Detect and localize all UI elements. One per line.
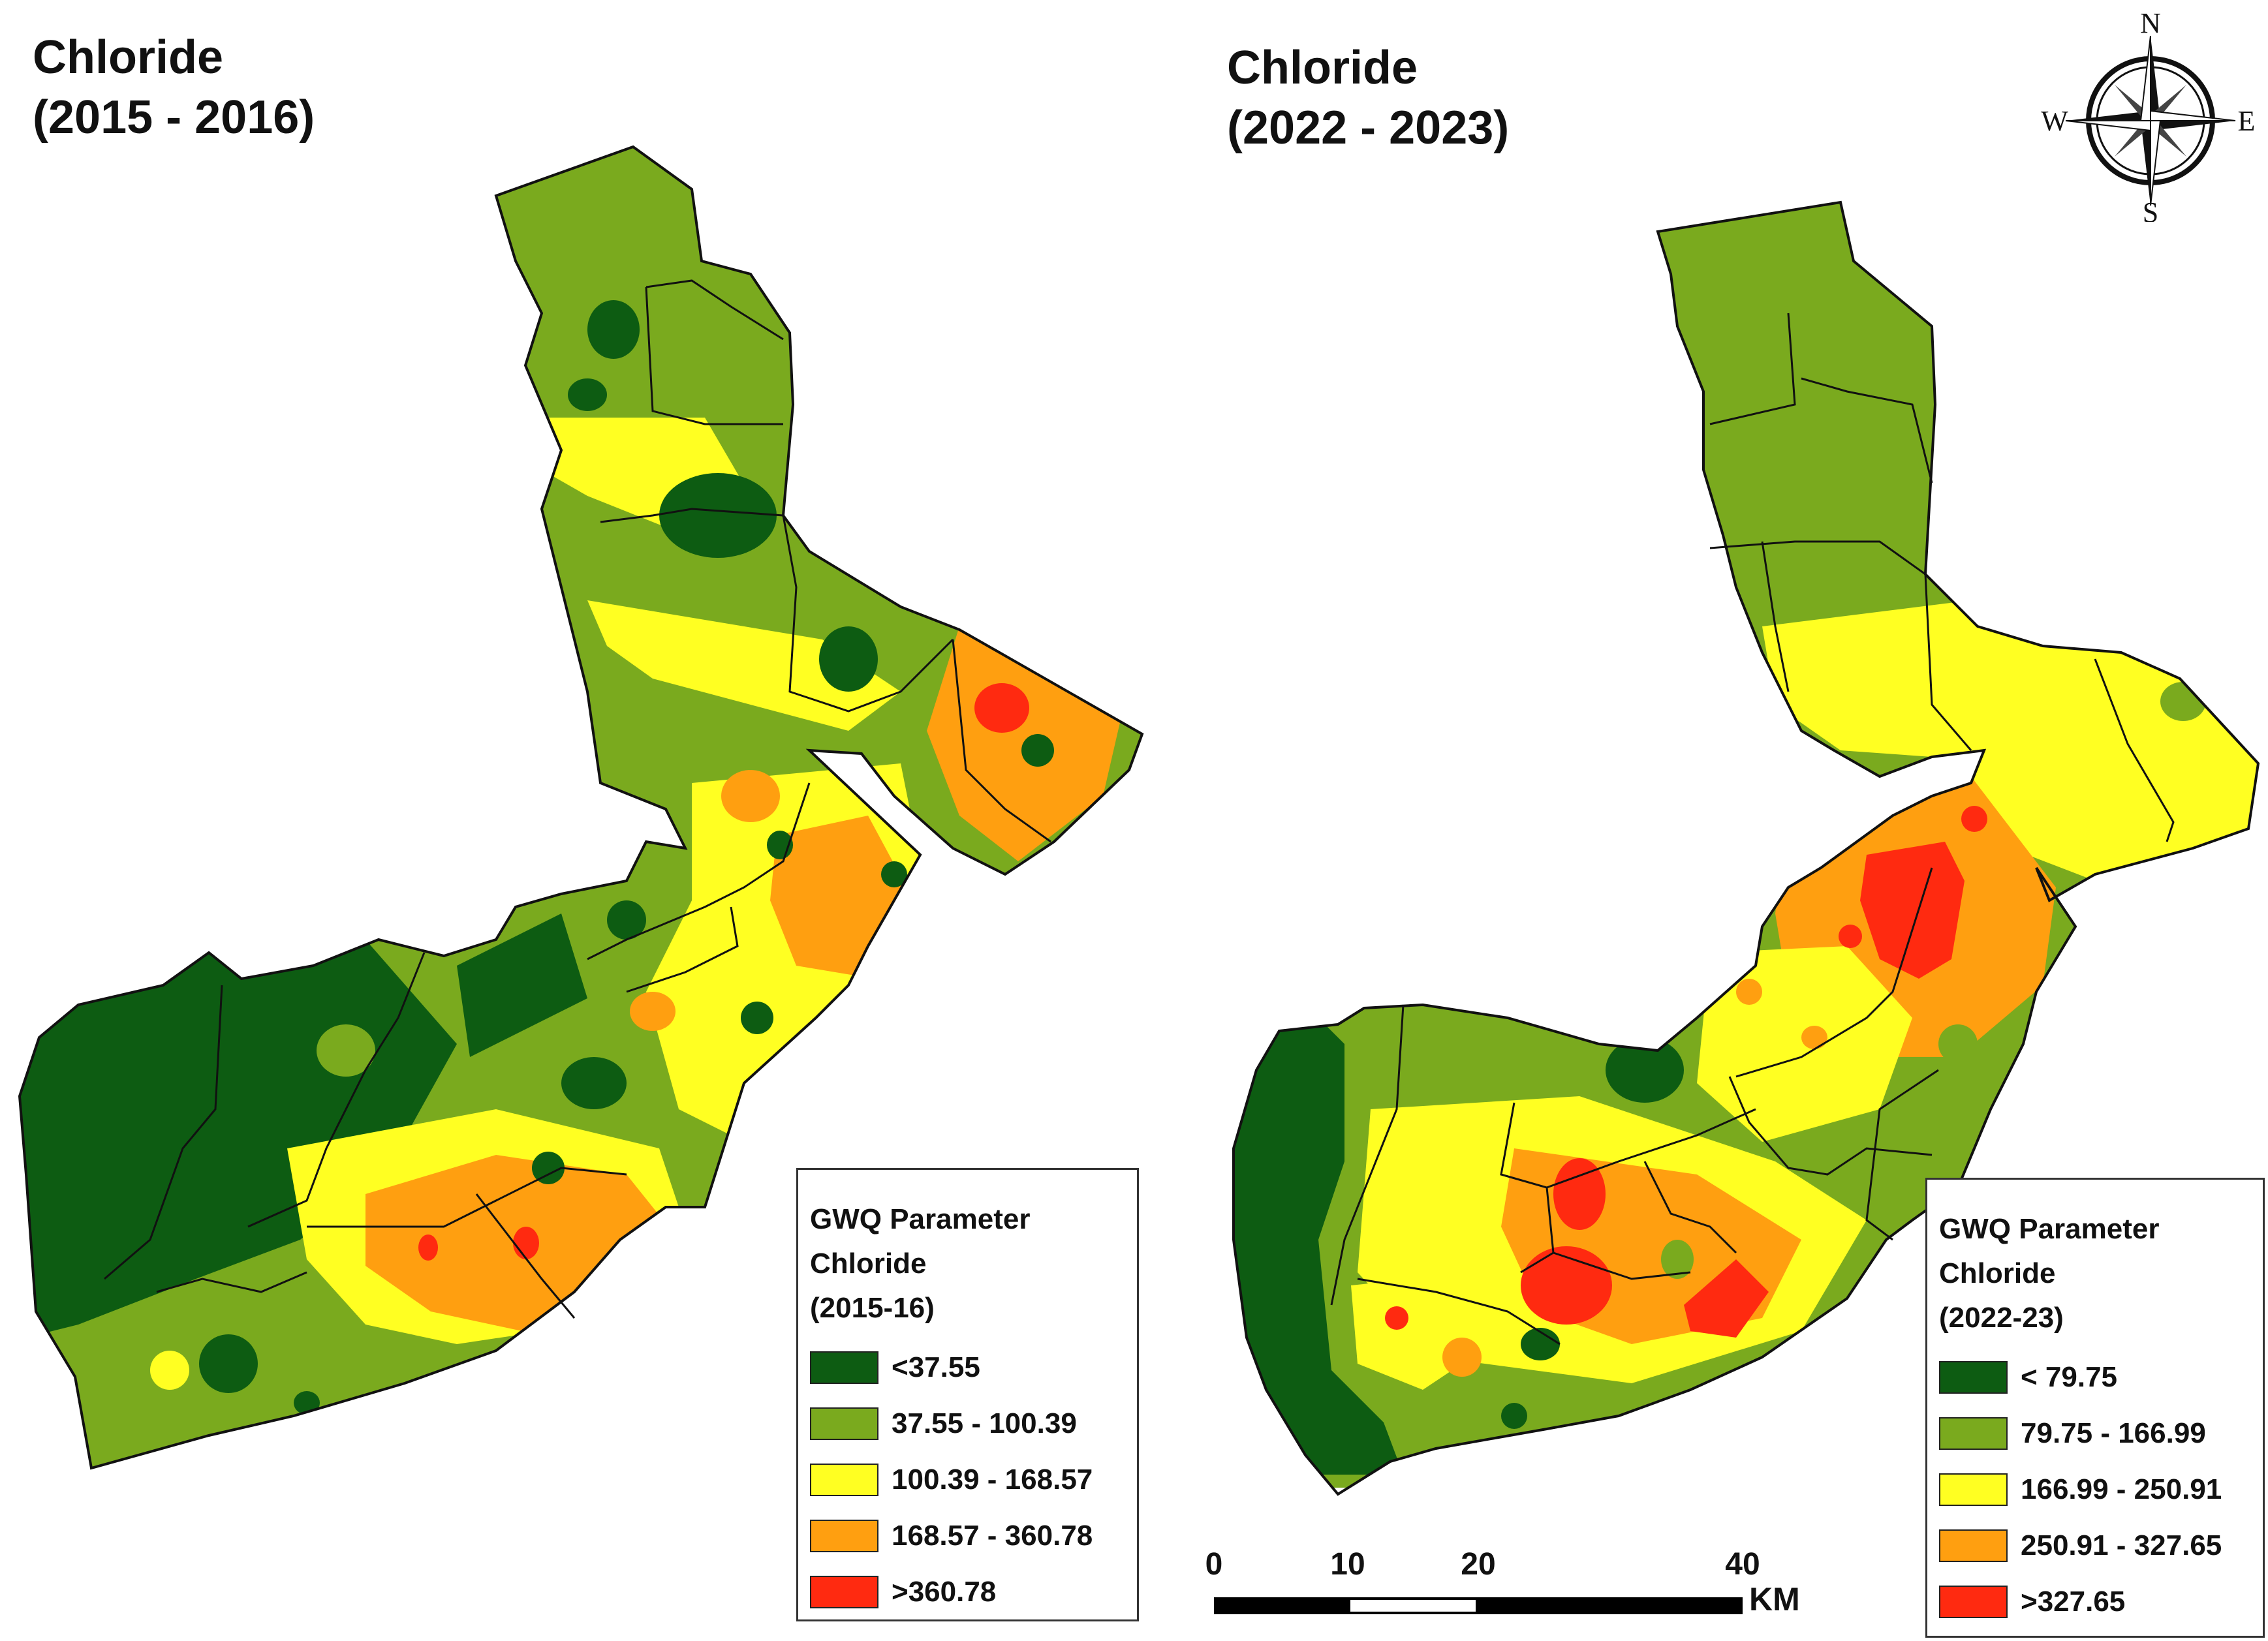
legend-swatch: [1939, 1361, 2008, 1394]
scale-tick-40: 40: [1725, 1547, 1760, 1582]
legend-item-label: < 79.75: [2021, 1361, 2118, 1393]
legend-item: 37.55 - 100.39: [810, 1396, 1137, 1452]
right-block-boundaries: [1330, 313, 2175, 1345]
legend-heading-line3: (2015-16): [810, 1292, 935, 1324]
legend-item-label: <37.55: [892, 1351, 980, 1383]
legend-item: >360.78: [810, 1564, 1137, 1620]
legend-swatch: [1939, 1473, 2008, 1506]
legend-swatch: [1939, 1586, 2008, 1618]
left-legend: GWQ Parameter Chloride (2015-16) <37.55 …: [796, 1168, 1139, 1621]
legend-heading-line3: (2022-23): [1939, 1302, 2064, 1334]
right-map-outline: [1232, 200, 2260, 1496]
right-map-title: Chloride (2022 - 2023): [1227, 38, 1509, 158]
scale-segment-white: [1348, 1597, 1478, 1614]
compass-south-label: S: [2143, 196, 2158, 222]
compass-rose-icon: N S W E: [2041, 7, 2256, 222]
legend-swatch: [810, 1576, 878, 1608]
legend-item-label: 250.91 - 327.65: [2021, 1529, 2222, 1561]
legend-item-label: 37.55 - 100.39: [892, 1407, 1077, 1439]
legend-heading-line1: GWQ Parameter: [1939, 1213, 2160, 1245]
compass-east-label: E: [2238, 105, 2256, 137]
legend-item: 100.39 - 168.57: [810, 1452, 1137, 1508]
legend-item-label: 168.57 - 360.78: [892, 1520, 1093, 1552]
compass-north-label: N: [2140, 7, 2161, 39]
legend-item-label: 166.99 - 250.91: [2021, 1473, 2222, 1505]
legend-item: 79.75 - 166.99: [1939, 1405, 2263, 1462]
legend-item: 250.91 - 327.65: [1939, 1518, 2263, 1574]
legend-item-label: >360.78: [892, 1576, 997, 1608]
scale-tick-20: 20: [1461, 1547, 1496, 1582]
left-title-line1: Chloride: [33, 31, 224, 84]
left-block-boundaries: [104, 279, 1051, 1319]
legend-swatch: [810, 1407, 878, 1440]
right-legend: GWQ Parameter Chloride (2022-23) < 79.75…: [1925, 1178, 2265, 1638]
left-title-line2: (2015 - 2016): [33, 91, 315, 144]
legend-item: <37.55: [810, 1340, 1137, 1396]
scale-tick-10: 10: [1330, 1547, 1365, 1582]
right-title-line1: Chloride: [1227, 42, 1418, 94]
legend-swatch: [810, 1520, 878, 1552]
legend-item: 166.99 - 250.91: [1939, 1462, 2263, 1518]
right-title-line2: (2022 - 2023): [1227, 102, 1510, 154]
legend-item-label: >327.65: [2021, 1586, 2126, 1618]
legend-heading-line2: Chloride: [1939, 1257, 2056, 1289]
legend-swatch: [1939, 1529, 2008, 1562]
legend-item: >327.65: [1939, 1574, 2263, 1630]
legend-item: < 79.75: [1939, 1349, 2263, 1405]
left-map-outline: [18, 145, 1144, 1470]
legend-item-label: 100.39 - 168.57: [892, 1464, 1093, 1495]
scale-segment-black-long: [1478, 1597, 1743, 1614]
legend-item-label: 79.75 - 166.99: [2021, 1417, 2206, 1449]
compass-west-label: W: [2041, 105, 2068, 137]
legend-swatch: [1939, 1417, 2008, 1450]
scale-bar: 0 10 20 40 KM: [1188, 1546, 1814, 1618]
scale-tick-0: 0: [1205, 1547, 1223, 1582]
legend-swatch: [810, 1464, 878, 1496]
legend-item: 168.57 - 360.78: [810, 1508, 1137, 1564]
left-map-title: Chloride (2015 - 2016): [33, 27, 315, 147]
legend-swatch: [810, 1351, 878, 1384]
scale-unit: KM: [1749, 1581, 1800, 1618]
scale-segment-black: [1214, 1597, 1348, 1614]
legend-heading-line1: GWQ Parameter: [810, 1203, 1031, 1235]
legend-heading-line2: Chloride: [810, 1248, 927, 1280]
